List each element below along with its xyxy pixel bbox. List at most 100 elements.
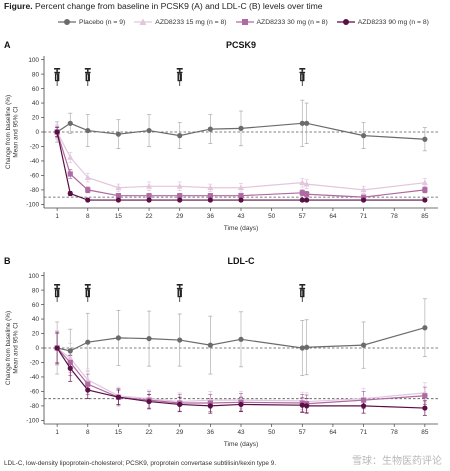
panel-b-y-tick-label-2: 60: [32, 302, 40, 309]
panel-a-point-d30-9: [304, 191, 310, 197]
panel-a-x-tick-label-12: 85: [421, 213, 429, 220]
panel-a-point-d30-11: [422, 187, 428, 193]
panel-b-syringe-icon-3-plunger-rod: [301, 285, 304, 288]
panel-a-point-d30-10: [360, 194, 367, 200]
panel-a-x-tick-label-4: 29: [176, 213, 184, 220]
panel-a-y-tick-label-2: 60: [32, 86, 40, 93]
panel-a-series-line-placebo: [56, 122, 425, 140]
panel-b-point-placebo-10: [360, 342, 367, 348]
panel-a-syringe-icon-1-plunger-rod: [86, 69, 89, 72]
panel-a-y-tick-label-6: -20: [30, 144, 40, 151]
panel-a-series-line-d90: [56, 131, 425, 201]
panel-a-point-d90-10: [360, 197, 367, 203]
panel-a-point-placebo-11: [422, 136, 428, 142]
panel-a-x-tick-label-8: 57: [299, 213, 307, 220]
panel-b-x-tick-label-5: 36: [207, 429, 215, 436]
panel-a-point-d15-3: [115, 184, 122, 191]
panel-b-series-d90: [54, 345, 428, 411]
panel-a-y-tick-label-5: 0: [35, 129, 39, 136]
panel-a-syringe-icon-1-flange: [84, 71, 91, 74]
panel-b-syringe-icon-2: [176, 284, 183, 302]
panel-a-title: PCSK9: [226, 40, 256, 50]
panel-a-x-tick-label-3: 22: [146, 213, 154, 220]
panel-b-syringe-icon-2-plunger-cap: [176, 284, 183, 286]
watermark: 雪球：生物医药评论: [352, 456, 442, 467]
panel-a-point-placebo-6: [207, 126, 213, 132]
panel-a-errorbars-placebo: [55, 99, 427, 152]
panel-b-point-placebo-1: [67, 348, 73, 354]
panel-a-syringe-icon-3-plunger-rod: [301, 69, 304, 72]
panel-b-series-line-d15: [56, 347, 425, 403]
panel-a-x-tick-label-6: 43: [237, 213, 245, 220]
panel-a-x-tick-label-7: 50: [268, 213, 276, 220]
panel-a-series-d15: [54, 128, 428, 193]
legend-item-placebo: Placebo (n = 9): [58, 18, 125, 26]
panel-a-point-d30-6: [207, 193, 213, 199]
panel-a-point-d30-2: [85, 187, 91, 193]
panel-b-x-tick-label-4: 29: [176, 429, 184, 436]
panel-a-point-d30-8: [299, 190, 305, 196]
panel-a-y-tick-label-7: -40: [30, 158, 40, 165]
panel-a-point-placebo-3: [115, 131, 122, 137]
panel-a-y-tick-label-4: 20: [32, 115, 40, 122]
panel-b-y-tick-label-9: -80: [30, 403, 40, 410]
legend-label-d90: AZD8233 90 mg (n = 8): [357, 18, 429, 26]
panel-b-point-d30-11: [422, 393, 428, 399]
legend-item-d15: AZD8233 15 mg (n = 8): [134, 18, 227, 26]
panel-b-series-line-d90: [56, 347, 425, 409]
panel-a-point-d15-5: [176, 183, 183, 189]
panel-a-letter: A: [4, 40, 11, 50]
panel-a-point-d15-2: [84, 174, 91, 180]
figure-title: Figure. Percent change from baseline in …: [4, 1, 323, 11]
panel-b-x-tick-label-11: 78: [391, 429, 399, 436]
legend-swatch-d15: [134, 18, 153, 25]
panel-a-y-tick-label-9: -80: [30, 187, 40, 194]
panel-a-series-line-d15: [56, 131, 425, 191]
panel-a-series-d90: [54, 129, 428, 203]
panel-b-point-d90-9: [304, 403, 310, 409]
legend-marker-d15: [139, 18, 147, 25]
panel-a-syringe-icon-2: [176, 68, 183, 86]
panel-a-syringe-icon-0: [54, 68, 61, 86]
panel-a: A PCSK9 100 80 60 40 20 0 -20 -40 -60 -80 -100 1 8 15 22…: [4, 40, 438, 232]
panel-b-syringe-icon-3: [299, 284, 306, 302]
panel-b-point-placebo-11: [422, 325, 428, 331]
panel-a-point-d90-4: [146, 197, 152, 203]
panel-b-syringe-icon-0-plunger-cap: [54, 284, 61, 286]
panel-a-point-d90-1: [67, 190, 73, 197]
legend-item-d30: AZD8233 30 mg (n = 8): [235, 18, 328, 26]
panel-b-point-placebo-5: [177, 337, 183, 343]
panel-a-y-label-line-0: Change from baseline (%): [5, 95, 12, 169]
panel-b-syringe-icon-3-barrel: [300, 289, 305, 298]
panel-b-series-placebo: [54, 325, 428, 354]
panel-a-y-tick-label-1: 80: [32, 71, 40, 78]
legend-swatch-placebo: [58, 19, 76, 25]
panel-b-syringe-icon-1: [84, 284, 91, 302]
panel-b-point-placebo-9: [304, 344, 310, 350]
panel-a-point-d90-7: [238, 197, 244, 203]
panel-b-x-tick-label-9: 64: [329, 429, 337, 436]
panel-b-point-d90-3: [115, 394, 122, 400]
panel-a-syringe-icon-1-plunger-cap: [84, 68, 91, 70]
panel-a-point-d15-4: [146, 183, 153, 189]
panel-b-syringe-icon-0: [54, 284, 61, 302]
panel-b-syringe-icon-1-plunger-cap: [84, 284, 91, 286]
panel-a-point-d90-11: [422, 197, 428, 203]
panel-b-point-d90-7: [238, 401, 244, 408]
panel-a-point-d30-7: [238, 193, 244, 199]
panel-a-syringe-icon-2-flange: [176, 71, 183, 74]
panel-a-y-tick-label-3: 40: [32, 100, 40, 107]
panel-a-syringe-icon-0-barrel: [54, 73, 60, 82]
panel-a-x-tick-label-0: 1: [55, 213, 59, 220]
panel-b-y-tick-label-3: 40: [32, 316, 40, 323]
panel-a-point-d15-8: [299, 179, 306, 186]
panel-a-point-placebo-9: [304, 120, 310, 126]
panel-b-point-d30-1: [67, 359, 73, 366]
panel-b-point-d90-1: [67, 365, 73, 371]
panel-b-point-d90-6: [207, 403, 213, 409]
panel-a-y-label-line-1: Mean and 95% CI: [13, 106, 20, 157]
panel-b-point-placebo-2: [85, 339, 91, 345]
panel-b-syringe-icon-2-barrel: [177, 289, 182, 298]
panel-a-x-label: Time (days): [224, 225, 259, 232]
